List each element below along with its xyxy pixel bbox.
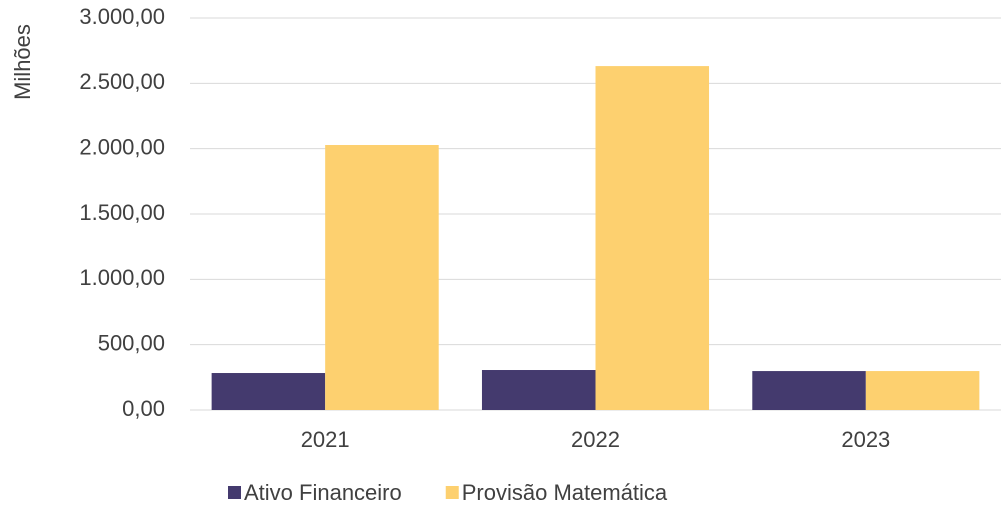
x-tick-label: 2022 <box>571 427 620 452</box>
legend-swatch <box>445 486 459 499</box>
bar <box>865 371 980 410</box>
y-tick-label: 1.500,00 <box>79 200 165 225</box>
bar <box>211 373 326 410</box>
y-tick-label: 3.000,00 <box>79 4 165 29</box>
bar <box>325 145 439 410</box>
bar <box>752 371 866 410</box>
y-axis-title: Milhões <box>10 24 35 100</box>
legend-swatch <box>228 486 241 499</box>
legend-label: Provisão Matemática <box>462 480 668 505</box>
y-tick-label: 2.500,00 <box>79 69 165 94</box>
y-tick-label: 0,00 <box>122 396 165 421</box>
y-tick-label: 500,00 <box>98 330 165 355</box>
bar <box>595 66 710 411</box>
legend-label: Ativo Financeiro <box>244 480 402 505</box>
bar <box>481 370 596 410</box>
x-tick-label: 2021 <box>301 427 350 452</box>
y-tick-label: 1.000,00 <box>79 265 165 290</box>
x-tick-label: 2023 <box>841 427 890 452</box>
y-tick-label: 2.000,00 <box>79 134 165 159</box>
